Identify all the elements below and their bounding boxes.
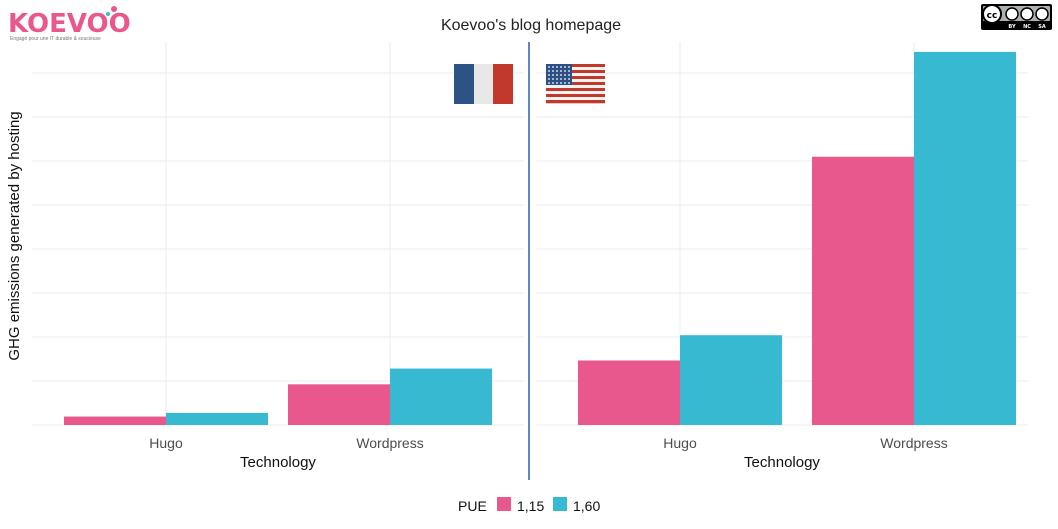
legend-label-115: 1,15: [517, 498, 544, 514]
by-icon: [1005, 7, 1019, 21]
bar-hugo-160: [166, 412, 268, 425]
logo-wordmark: KOEVOO: [8, 9, 131, 39]
legend: PUE 1,15 1,60: [458, 497, 600, 514]
chart-title: Koevoo's blog homepage: [441, 17, 621, 34]
usa-flag-icon: [546, 64, 605, 104]
logo-dot-small-icon: [106, 12, 110, 16]
x-axis-label: Technology: [744, 454, 820, 471]
legend-label-160: 1,60: [573, 498, 600, 514]
svg-text:cc: cc: [987, 11, 998, 21]
license-label-sa: SA: [1038, 24, 1046, 30]
bar-hugo-115: [578, 360, 680, 425]
y-axis-label: GHG emissions generated by hosting: [6, 111, 23, 360]
bar-hugo-160: [680, 335, 782, 425]
bar-wordpress-115: [288, 384, 390, 425]
bar-wordpress-160: [914, 51, 1016, 426]
legend-swatch-160: [553, 497, 567, 511]
legend-swatch-115: [497, 497, 511, 511]
license-label-by: BY: [1008, 24, 1016, 30]
sa-icon: [1035, 7, 1049, 21]
x-axis-label: Technology: [240, 454, 316, 471]
logo-dot-icon: [111, 6, 117, 12]
bar-wordpress-115: [812, 156, 914, 426]
bar-wordpress-160: [390, 368, 492, 425]
france-flag-icon: [454, 64, 513, 104]
cc-license-badge: cc BY NC SA: [981, 4, 1052, 30]
x-tick-label: Hugo: [149, 435, 183, 451]
panel-usa: Hugo Wordpress Technology: [536, 42, 1028, 471]
koevoo-logo: KOEVOO Engagé pour une IT durable & souc…: [8, 6, 131, 42]
cc-icon: [982, 4, 1002, 24]
nc-icon: [1020, 7, 1034, 21]
x-tick-label: Wordpress: [880, 435, 947, 451]
panel-france: Hugo Wordpress Technology: [32, 42, 524, 471]
x-tick-label: Hugo: [663, 435, 697, 451]
license-label-nc: NC: [1023, 24, 1031, 30]
logo-tagline: Engagé pour une IT durable & soucieuse: [10, 36, 101, 42]
x-tick-label: Wordpress: [356, 435, 423, 451]
bar-hugo-115: [64, 416, 166, 425]
legend-title: PUE: [458, 498, 487, 514]
